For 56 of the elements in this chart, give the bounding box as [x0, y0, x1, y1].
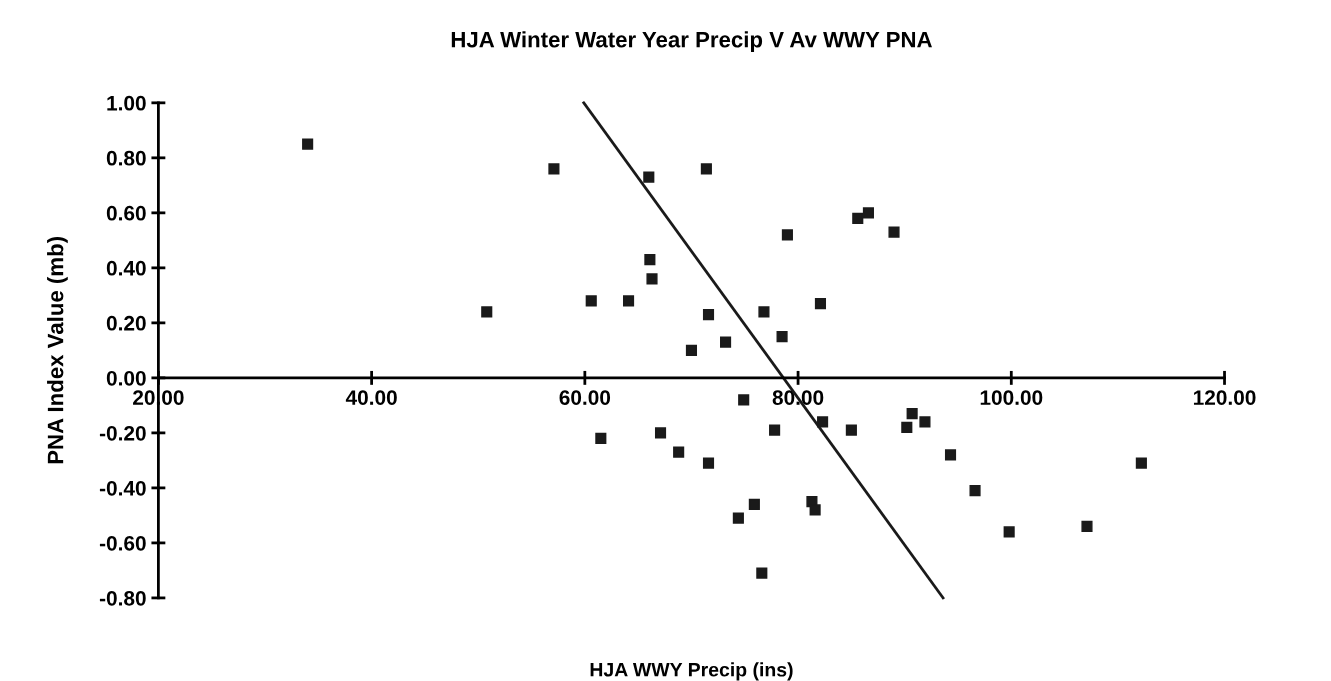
- x-axis-title: HJA WWY Precip (ins): [590, 662, 793, 681]
- point: [654, 427, 667, 439]
- y-tick-label: 1.00: [107, 95, 146, 111]
- y-tick-label: -0.60: [99, 535, 146, 551]
- point: [944, 449, 957, 461]
- y-tick-label: -0.40: [99, 480, 146, 496]
- point: [852, 212, 864, 224]
- point: [748, 498, 760, 510]
- y-axis-title: PNA Index Value (mb): [47, 237, 68, 464]
- point: [969, 485, 981, 497]
- y-tick-label: 0.20: [106, 315, 146, 331]
- point: [646, 273, 658, 285]
- point: [622, 295, 635, 307]
- point: [738, 394, 750, 406]
- point: [817, 416, 829, 428]
- y-tick-label: 0.60: [106, 205, 146, 221]
- x-tick-label: 60.00: [559, 390, 611, 405]
- point: [781, 229, 793, 241]
- x-tick-label: 100.00: [980, 390, 1043, 405]
- point: [702, 309, 715, 321]
- point: [814, 298, 827, 310]
- point: [862, 207, 874, 219]
- x-tick-label: 120.00: [1193, 390, 1256, 405]
- point: [776, 331, 788, 343]
- point: [845, 424, 857, 436]
- point: [685, 344, 698, 356]
- point: [302, 138, 314, 150]
- point: [585, 295, 597, 307]
- point: [702, 457, 715, 469]
- y-tick-label: -0.80: [99, 590, 146, 606]
- point: [758, 306, 770, 318]
- point: [700, 163, 712, 175]
- point: [673, 446, 685, 458]
- y-tick-label: 0.00: [106, 370, 146, 386]
- point: [720, 336, 732, 348]
- y-tick-label: 0.40: [106, 260, 146, 276]
- point: [919, 416, 931, 428]
- y-tick-label: -0.20: [99, 425, 146, 441]
- point: [481, 306, 493, 318]
- point: [888, 226, 900, 238]
- x-tick-label: 40.00: [345, 390, 397, 405]
- point: [1135, 457, 1147, 469]
- point: [809, 504, 821, 516]
- point: [901, 421, 913, 433]
- point: [643, 171, 655, 183]
- chart-title: HJA Winter Water Year Precip V Av WWY PNA: [451, 31, 932, 52]
- point: [1081, 520, 1093, 532]
- point: [595, 432, 607, 444]
- point: [906, 408, 918, 420]
- point: [756, 567, 768, 579]
- point: [1003, 526, 1015, 538]
- point: [548, 163, 560, 175]
- y-tick-label: 0.80: [106, 150, 146, 166]
- point: [769, 424, 781, 436]
- point: [644, 254, 656, 266]
- point: [732, 512, 744, 524]
